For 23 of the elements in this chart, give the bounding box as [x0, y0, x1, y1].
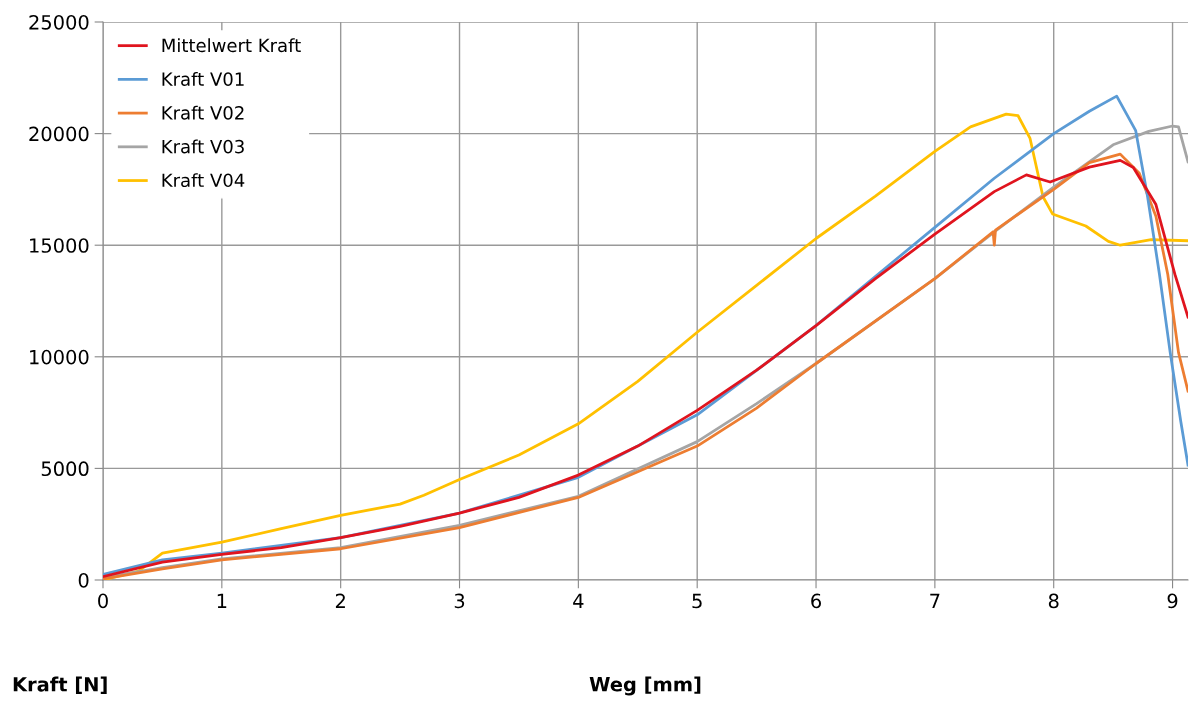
y-tick-label: 0: [78, 572, 89, 588]
legend-label: Kraft V02: [162, 105, 244, 120]
x-tick-label: 1: [217, 593, 227, 608]
y-tick-label: 15000: [30, 238, 89, 253]
y-tick-label: 10000: [30, 349, 89, 365]
x-tick-label: 5: [692, 593, 702, 609]
x-tick-label: 2: [335, 593, 345, 608]
legend-label: Kraft V03: [162, 139, 244, 154]
x-tick-label: 0: [98, 593, 108, 609]
x-axis-title: Weg [mm]: [589, 676, 701, 696]
y-tick-label: 20000: [29, 126, 89, 142]
x-tick-label: 7: [930, 593, 940, 608]
x-tick-label: 4: [573, 593, 584, 608]
x-tick-label: 8: [1048, 593, 1059, 609]
x-tick-label: 6: [811, 593, 821, 609]
x-tick-label: 3: [454, 593, 465, 609]
legend-label: Kraft V01: [162, 71, 244, 86]
legend-label: Kraft V04: [162, 173, 245, 188]
y-tick-label: 5000: [41, 461, 89, 477]
x-tick-label: 9: [1167, 593, 1178, 609]
y-tick-label: 25000: [29, 14, 89, 30]
y-axis-title: Kraft [N]: [13, 676, 107, 694]
legend-label: Mittelwert Kraft: [162, 38, 301, 53]
